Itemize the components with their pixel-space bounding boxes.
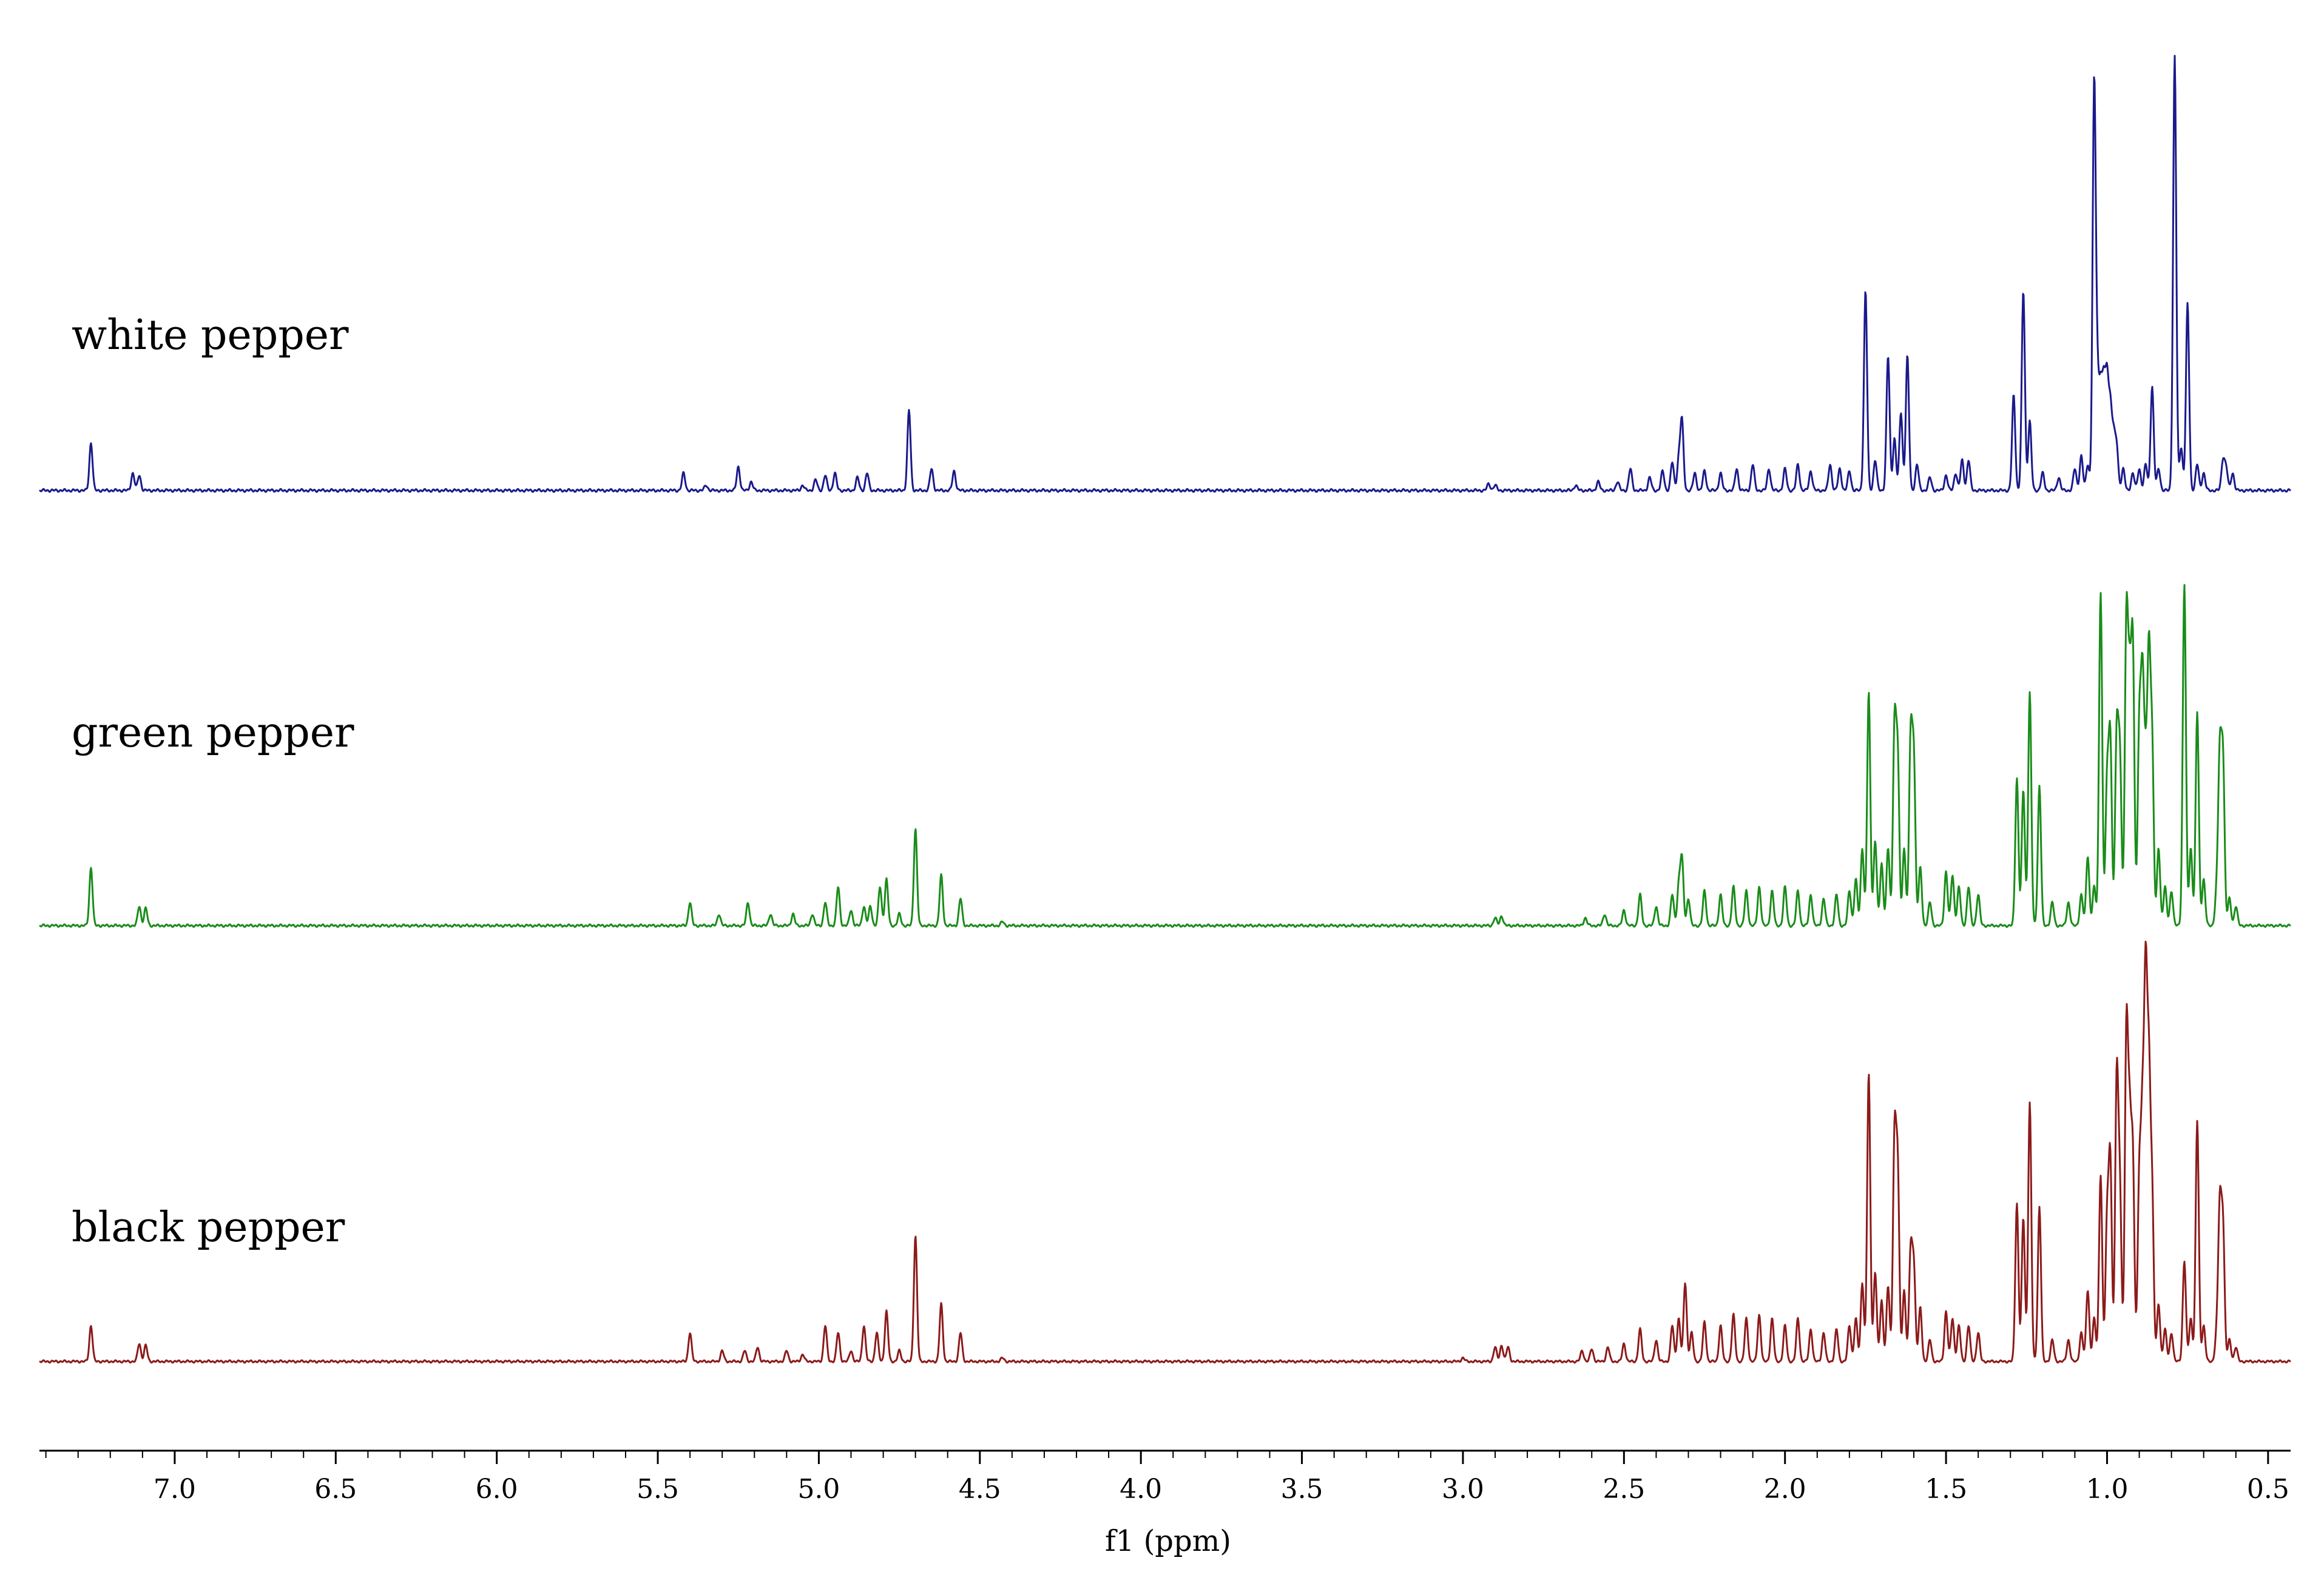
x-tick-label: 6.0 <box>476 1474 518 1505</box>
spectrum-line-green-pepper <box>39 584 2291 928</box>
x-tick-label: 5.5 <box>637 1474 679 1505</box>
x-tick-label: 0.5 <box>2247 1474 2289 1505</box>
x-tick-label: 3.0 <box>1442 1474 1484 1505</box>
x-axis: 7.0 6.5 6.0 5.5 5.0 4.5 4.0 3.5 3.0 2.5 2.0 1.5 1.0 0… <box>39 1449 2291 1505</box>
x-tick-label: 4.0 <box>1120 1474 1162 1505</box>
spectrum-line-black-pepper <box>39 940 2291 1364</box>
x-tick-label: 7.0 <box>154 1474 196 1505</box>
x-tick-label: 1.5 <box>1925 1474 1967 1505</box>
spectrum-green-pepper: green pepper <box>39 584 2291 928</box>
x-tick-label: 2.5 <box>1603 1474 1645 1505</box>
x-tick-label: 6.5 <box>314 1474 357 1505</box>
series-label-white-pepper: white pepper <box>72 311 349 359</box>
spectrum-white-pepper: white pepper <box>39 55 2291 493</box>
series-label-black-pepper: black pepper <box>72 1204 345 1252</box>
spectrum-line-white-pepper <box>39 55 2291 493</box>
x-tick-label: 1.0 <box>2086 1474 2128 1505</box>
spectrum-black-pepper: black pepper <box>39 940 2291 1364</box>
x-tick-label: 4.5 <box>959 1474 1001 1505</box>
x-axis-title: f1 (ppm) <box>1105 1524 1231 1558</box>
x-tick-label: 3.5 <box>1281 1474 1323 1505</box>
series-label-green-pepper: green pepper <box>72 709 354 757</box>
x-tick-label: 2.0 <box>1764 1474 1806 1505</box>
x-tick-label: 5.0 <box>797 1474 840 1505</box>
